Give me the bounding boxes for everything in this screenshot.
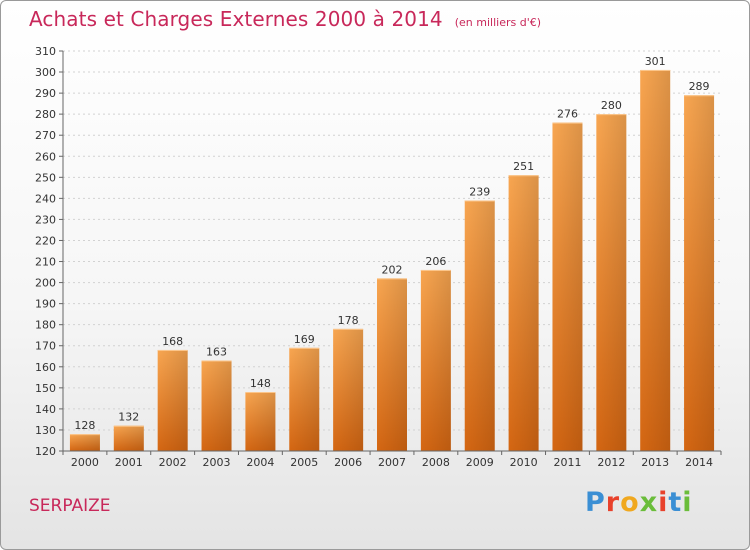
y-tick-label: 190 bbox=[35, 298, 56, 311]
y-tick-label: 120 bbox=[35, 445, 56, 458]
title-text: Achats et Charges Externes 2000 à 2014 bbox=[29, 7, 443, 31]
y-tick-label: 250 bbox=[35, 171, 56, 184]
x-tick-label: 2007 bbox=[378, 456, 406, 469]
y-tick-label: 130 bbox=[35, 424, 56, 437]
commune-name: SERPAIZE bbox=[29, 496, 111, 516]
bar-shade bbox=[684, 95, 715, 452]
x-tick-label: 2003 bbox=[203, 456, 231, 469]
title-unit: (en milliers d'€) bbox=[454, 16, 542, 29]
bar-shade bbox=[377, 278, 407, 451]
bar-shade bbox=[333, 328, 364, 451]
bar-shade bbox=[69, 434, 100, 451]
bar-shade bbox=[113, 425, 144, 451]
y-tick-label: 160 bbox=[35, 361, 56, 374]
bar-shade bbox=[289, 347, 320, 451]
bar-shade bbox=[640, 69, 671, 452]
bar-value-label: 169 bbox=[294, 333, 315, 346]
bar-value-label: 132 bbox=[118, 411, 139, 424]
bar-shade bbox=[464, 200, 495, 451]
bar-value-label: 239 bbox=[469, 185, 490, 198]
x-tick-label: 2002 bbox=[159, 456, 187, 469]
x-tick-label: 2004 bbox=[246, 456, 274, 469]
x-tick-label: 2014 bbox=[685, 456, 713, 469]
bar-value-label: 289 bbox=[689, 80, 710, 93]
bar-shade bbox=[420, 269, 451, 451]
bar-value-label: 206 bbox=[425, 255, 446, 268]
bar-shade bbox=[552, 122, 583, 451]
y-tick-label: 150 bbox=[35, 382, 56, 395]
x-tick-label: 2000 bbox=[71, 456, 99, 469]
bars bbox=[69, 69, 715, 452]
y-tick-label: 200 bbox=[35, 277, 56, 290]
proxiti-logo: Proxiti bbox=[585, 487, 693, 518]
bar-value-label: 280 bbox=[601, 99, 622, 112]
y-tick-label: 270 bbox=[35, 129, 56, 142]
bar-value-label: 168 bbox=[162, 335, 183, 348]
x-tick-label: 2005 bbox=[290, 456, 318, 469]
x-tick-label: 2013 bbox=[641, 456, 669, 469]
x-tick-label: 2009 bbox=[466, 456, 494, 469]
labels: 128 132 168 163 148 169 178 202 206 239 251 276 280 3… bbox=[74, 55, 709, 432]
chart-title: Achats et Charges Externes 2000 à 2014 (e… bbox=[29, 7, 541, 31]
bar-value-label: 128 bbox=[74, 419, 95, 432]
bar-shade bbox=[201, 360, 232, 451]
y-tick-label: 180 bbox=[35, 319, 56, 332]
bar-shade bbox=[508, 175, 539, 452]
bar-shade bbox=[596, 114, 627, 451]
y-tick-label: 310 bbox=[35, 45, 56, 58]
bar-value-label: 202 bbox=[382, 263, 403, 276]
y-tick-label: 170 bbox=[35, 340, 56, 353]
bar-value-label: 163 bbox=[206, 345, 227, 358]
y-tick-label: 240 bbox=[35, 192, 56, 205]
bar-shade bbox=[245, 392, 276, 451]
x-tick-label: 2001 bbox=[115, 456, 143, 469]
bar-value-label: 251 bbox=[513, 160, 534, 173]
bar-value-label: 276 bbox=[557, 108, 578, 121]
y-tick-label: 280 bbox=[35, 108, 56, 121]
x-tick-label: 2010 bbox=[510, 456, 538, 469]
y-tick-label: 220 bbox=[35, 234, 56, 247]
y-tick-label: 290 bbox=[35, 87, 56, 100]
y-tick-label: 210 bbox=[35, 256, 56, 269]
bar-value-label: 178 bbox=[338, 314, 359, 327]
x-tick-label: 2011 bbox=[553, 456, 581, 469]
bar-shade bbox=[157, 349, 188, 451]
bar-value-label: 148 bbox=[250, 377, 271, 390]
x-tick-label: 2012 bbox=[597, 456, 625, 469]
y-tick-label: 300 bbox=[35, 66, 56, 79]
y-tick-label: 230 bbox=[35, 213, 56, 226]
y-tick-label: 260 bbox=[35, 150, 56, 163]
bar-value-label: 301 bbox=[645, 55, 666, 68]
x-tick-label: 2008 bbox=[422, 456, 450, 469]
axes: 120 130 140 150 160 170 180 190 200 210 220 230 240 2… bbox=[35, 45, 722, 469]
x-tick-label: 2006 bbox=[334, 456, 362, 469]
y-tick-label: 140 bbox=[35, 403, 56, 416]
